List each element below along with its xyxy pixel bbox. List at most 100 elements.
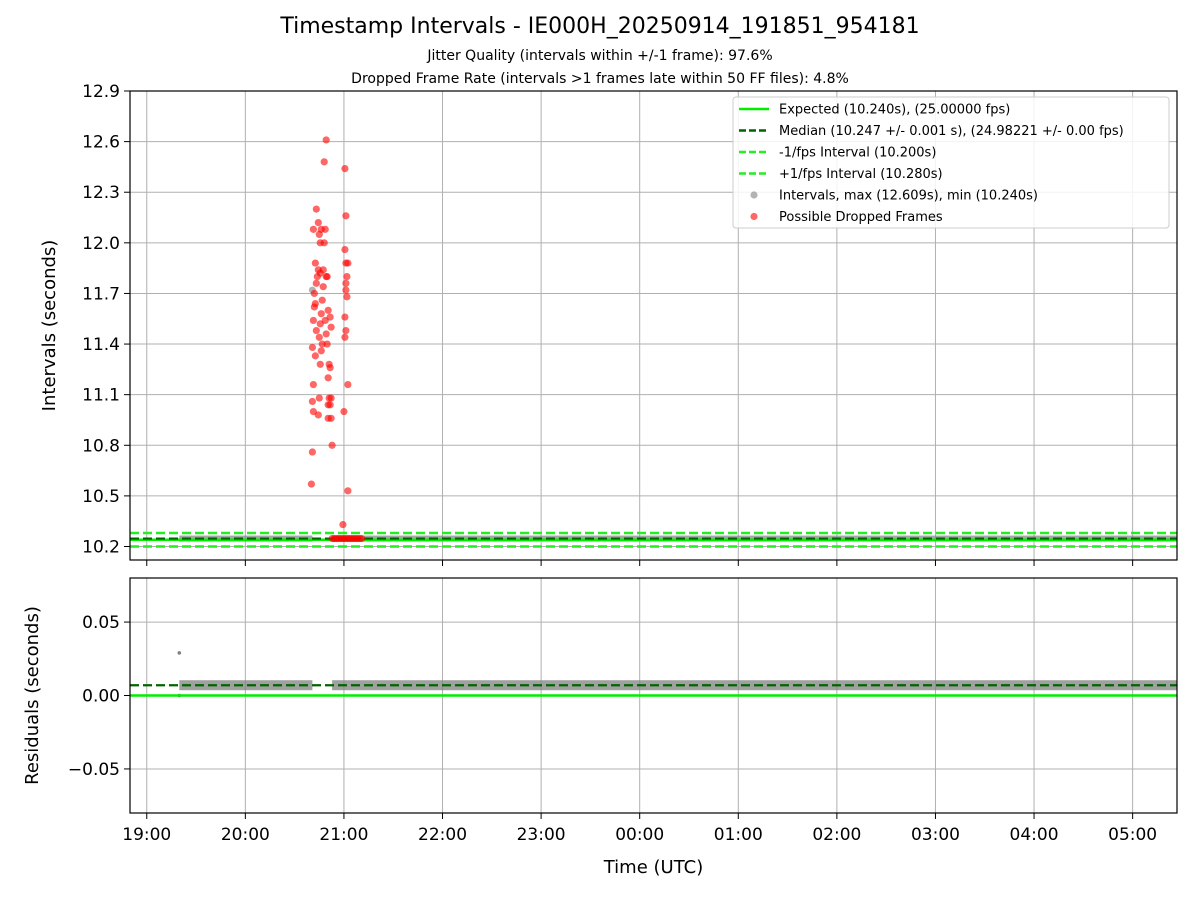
dropped-frame-point	[316, 360, 324, 368]
dropped-frame-point	[317, 347, 325, 355]
dropped-frame-point	[340, 407, 348, 416]
y-tick-label: 0.00	[82, 687, 120, 707]
y-tick-label: 10.5	[82, 487, 120, 507]
x-tick-label: 03:00	[911, 825, 960, 845]
dropped-frame-point	[311, 299, 319, 308]
x-tick-label: 05:00	[1108, 825, 1157, 845]
dropped-frame-point	[315, 333, 323, 341]
dropped-frame-point	[312, 279, 320, 287]
x-tick-label: 02:00	[812, 825, 861, 845]
dropped-frame-point	[321, 225, 329, 233]
dropped-frame-point	[322, 136, 330, 144]
dropped-frame-point	[312, 205, 320, 213]
y-tick-label: 12.3	[82, 183, 120, 203]
dropped-frame-point	[344, 380, 352, 389]
y-axis-label: Residuals (seconds)	[22, 606, 43, 785]
residuals-axes-frame	[129, 577, 1178, 814]
legend-label: Intervals, max (12.609s), min (10.240s)	[779, 189, 1038, 204]
dropped-frame-point	[315, 394, 323, 402]
dropped-frame-point	[344, 487, 352, 495]
dropped-frame-point	[308, 448, 316, 456]
legend-label: Expected (10.240s), (25.00000 fps)	[779, 103, 1010, 118]
dropped-frame-point	[343, 272, 351, 281]
dropped-frame-point	[327, 394, 335, 402]
dropped-frame-point	[311, 352, 319, 360]
dropped-frame-point	[342, 259, 350, 267]
dropped-frame-point	[341, 313, 349, 321]
legend-box	[732, 96, 1170, 229]
dropped-frame-point	[341, 333, 349, 341]
dropped-frame-point	[327, 323, 335, 331]
y-tick-label: 11.1	[82, 386, 120, 406]
dropped-frame-point	[320, 239, 328, 247]
dropped-frame-point	[324, 374, 332, 382]
legend-marker	[750, 191, 758, 199]
y-tick-label: 11.4	[82, 335, 120, 355]
y-axis-label: Intervals (seconds)	[39, 240, 60, 412]
x-tick-label: 00:00	[615, 825, 664, 845]
dropped-frame-point	[323, 340, 331, 348]
x-axis-label: Time (UTC)	[603, 857, 704, 878]
jitter-quality-subtitle: Jitter Quality (intervals within +/-1 fr…	[427, 48, 773, 64]
legend-entry: Possible Dropped Frames	[750, 210, 943, 225]
x-tick-label: 04:00	[1010, 825, 1059, 845]
y-tick-label: 10.2	[82, 538, 120, 558]
dropped-frame-point	[309, 316, 317, 325]
plot-area	[130, 136, 1177, 548]
dropped-frame-point	[319, 266, 327, 274]
dropped-frame-point	[317, 310, 325, 318]
legend-entry: +1/fps Interval (10.280s)	[739, 167, 943, 182]
dropped-frame-point	[314, 218, 322, 227]
residuals-panel: −0.05 0.00 0.05 19:00 20:00 21:00 22:00 23:00 00…	[22, 577, 1178, 878]
intervals-axes-frame	[129, 90, 1178, 561]
dropped-frame-point	[339, 520, 347, 529]
plot-area	[130, 651, 1177, 698]
dropped-frame-point	[308, 343, 316, 352]
y-tick-label: 11.7	[82, 284, 120, 304]
dropped-frame-point	[318, 296, 326, 304]
dropped-frame-point	[327, 414, 335, 422]
legend-label: +1/fps Interval (10.280s)	[779, 167, 943, 182]
residuals-series-band	[179, 680, 313, 691]
dropped-frame-point	[328, 441, 336, 449]
dropped-frame-subtitle: Dropped Frame Rate (intervals >1 frames …	[351, 71, 849, 87]
y-tick-label: −0.05	[68, 760, 120, 780]
legend-marker	[750, 212, 758, 221]
dropped-frame-point	[342, 279, 350, 287]
dropped-frame-point	[326, 313, 334, 321]
y-tick-label: 10.8	[82, 436, 120, 456]
dropped-frame-point	[318, 340, 326, 348]
dropped-frame-point	[310, 289, 318, 298]
dropped-frame-point	[309, 225, 317, 233]
legend-label: Median (10.247 +/- 0.001 s), (24.98221 +…	[779, 124, 1124, 139]
legend-entry: Intervals, max (12.609s), min (10.240s)	[750, 189, 1038, 204]
residual-point	[177, 651, 182, 655]
dropped-frame-point	[319, 283, 327, 291]
dropped-frame-point	[323, 272, 331, 281]
dropped-frame-point	[312, 326, 320, 335]
x-tick-label: 01:00	[714, 825, 763, 845]
x-tick-label: 19:00	[122, 825, 171, 845]
legend-label: -1/fps Interval (10.200s)	[779, 146, 936, 161]
dropped-frame-point	[322, 330, 330, 338]
x-tick-label: 21:00	[319, 825, 368, 845]
legend-label: Possible Dropped Frames	[779, 210, 943, 225]
dropped-frame-point	[343, 293, 351, 301]
x-tick-label: 23:00	[517, 825, 566, 845]
y-tick-label: 12.9	[82, 82, 120, 102]
dropped-frame-point	[342, 326, 350, 335]
chart-title: Timestamp Intervals - IE000H_20250914_19…	[280, 14, 920, 39]
dropped-frame-point	[308, 397, 316, 406]
legend-entry: Expected (10.240s), (25.00000 fps)	[739, 103, 1010, 118]
y-tick-label: 12.6	[82, 133, 120, 153]
dropped-frame-point	[341, 245, 349, 254]
y-tick-label: 0.05	[82, 613, 120, 633]
y-tick-label: 12.0	[82, 234, 120, 254]
dropped-frame-point	[358, 534, 366, 543]
dropped-frame-point	[326, 364, 334, 372]
dropped-frame-point	[320, 158, 328, 166]
dropped-frame-point	[307, 480, 316, 488]
dropped-frame-point	[326, 401, 334, 409]
dropped-frame-point	[309, 380, 317, 389]
